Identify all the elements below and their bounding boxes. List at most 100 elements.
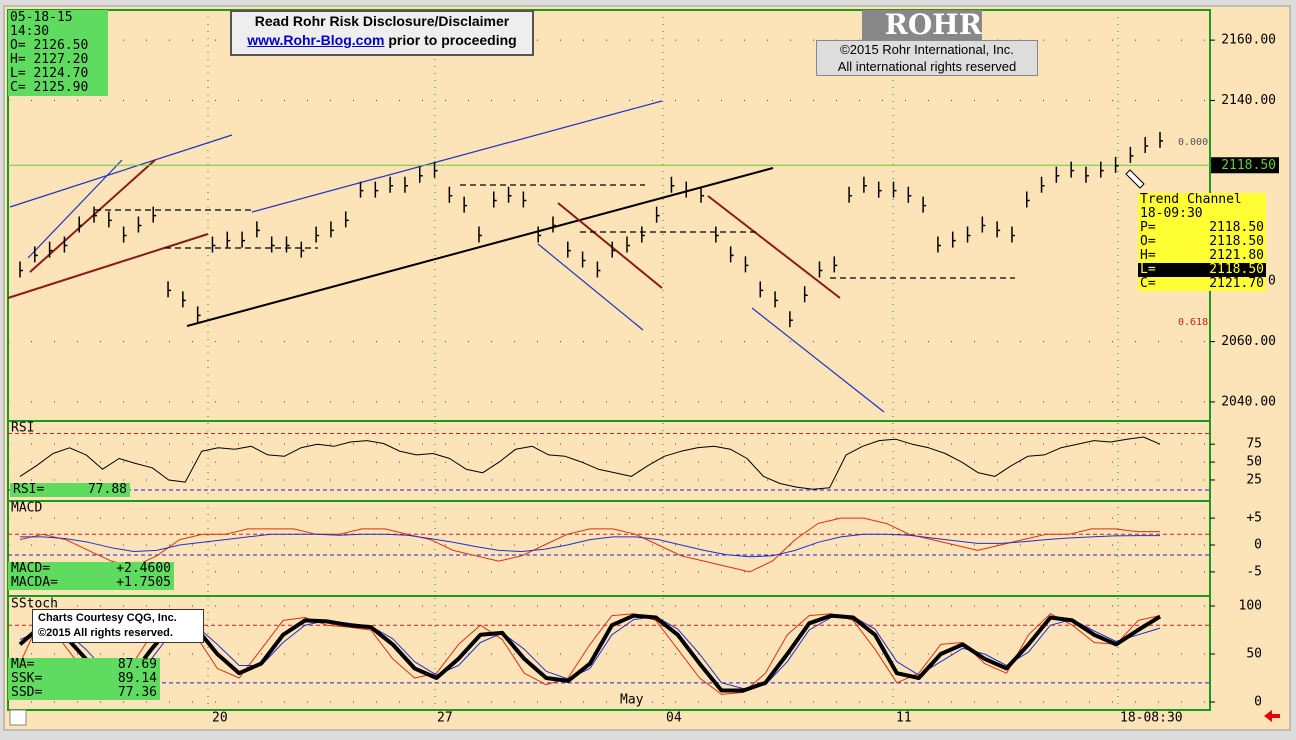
series-line <box>19 517 1160 573</box>
trend-row-value: 2121.80 <box>1209 248 1264 263</box>
trend-row: P= 2118.50 <box>1138 221 1266 235</box>
price-bar <box>1055 166 1060 183</box>
trend-row-label: O= <box>1140 234 1156 249</box>
price-bar <box>1100 161 1104 178</box>
scroll-box[interactable] <box>9 709 27 726</box>
price-bar <box>359 181 364 198</box>
price-bar <box>641 226 645 243</box>
price-bar <box>803 286 808 303</box>
price-bar <box>1070 161 1075 178</box>
trend-row-label: H= <box>1140 248 1156 263</box>
logo: ROHR <box>862 10 982 40</box>
price-bar <box>1011 226 1015 243</box>
info-line: L= 2124.70 <box>10 66 89 81</box>
price-bar <box>108 211 112 228</box>
readout-value: 87.69 <box>117 657 157 672</box>
disclaimer-rest: prior to proceeding <box>388 32 517 48</box>
chart-bg <box>3 5 1291 731</box>
series-line <box>19 436 1161 490</box>
info-line: O= 2126.50 <box>10 38 89 53</box>
price-bar <box>19 261 23 278</box>
trend-row-label: P= <box>1140 220 1156 235</box>
price-bar <box>1085 166 1089 183</box>
trend-row: H= 2121.80 <box>1138 249 1266 263</box>
info-line: H= 2127.20 <box>10 52 89 67</box>
price-bar <box>1144 136 1149 153</box>
info-time: 14:30 <box>10 24 50 39</box>
price-bar <box>966 226 971 243</box>
price-bar <box>833 256 838 273</box>
price-bar <box>1026 191 1030 208</box>
price-bar <box>270 236 275 253</box>
price-bar <box>611 241 616 258</box>
trend-time: 18-09:30 <box>1140 206 1203 221</box>
price-bar <box>981 216 986 233</box>
last-price-label: 2118.50 <box>1221 158 1276 173</box>
price-bar <box>448 186 453 203</box>
scroll-arrow[interactable] <box>1264 710 1280 722</box>
price-bar <box>182 291 186 308</box>
panel-title: SStoch <box>11 597 58 612</box>
trend-row-label: C= <box>1140 276 1156 291</box>
readout-label: SSD= <box>11 685 43 700</box>
readout-row: MACD= +2.4600 <box>11 562 171 576</box>
price-bar <box>137 216 142 233</box>
trend-row-value: 2118.50 <box>1209 220 1264 235</box>
fib-label: 0.618 <box>1178 317 1208 328</box>
price-bar <box>596 261 601 278</box>
price-bar <box>759 281 764 298</box>
courtesy-line: Charts Courtesy CQG, Inc. <box>38 612 177 624</box>
readout-row: MA= 87.69 <box>11 658 157 672</box>
readout-label: RSI= <box>13 482 45 497</box>
price-bar <box>552 216 556 233</box>
price-bar <box>522 191 527 208</box>
price-bar <box>507 186 512 203</box>
disclaimer-box: Read Rohr Risk Disclosure/Disclaimer www… <box>230 10 534 56</box>
price-bar <box>907 186 912 203</box>
price-bar <box>330 221 334 238</box>
series-line <box>18 613 1162 693</box>
price-bar <box>256 221 260 238</box>
price-bar <box>285 236 290 253</box>
trend-rows: P= 2118.50 O= 2118.50 H= 2121.80 L= 2118.50 C= 21… <box>1138 221 1266 291</box>
panel-title: MACD <box>11 501 42 516</box>
price-bar <box>626 236 631 253</box>
price-bar <box>34 246 38 263</box>
readout-box: MACD= +2.4600 MACDA= +1.7505 <box>8 562 174 590</box>
disclaimer-link[interactable]: www.Rohr-Blog.com <box>247 32 385 48</box>
price-bar <box>670 176 675 193</box>
price-bar <box>951 231 956 248</box>
price-bar <box>818 261 823 278</box>
last-price-box <box>1211 157 1279 174</box>
pen-cursor <box>1125 169 1145 189</box>
price-bar <box>996 221 1001 238</box>
info-box: 05-18-15 14:30 O= 2126.50 H= 2127.20 L= … <box>8 10 108 96</box>
price-bar <box>1129 146 1134 163</box>
readout-row: SSD= 77.36 <box>11 686 157 700</box>
info-line: C= 2125.90 <box>10 80 89 95</box>
fib-label: 0.000 <box>1178 137 1208 148</box>
price-bar <box>892 181 897 198</box>
price-bar <box>567 241 571 258</box>
y-tick-label: 75 <box>1246 437 1262 452</box>
fib-label: 0 <box>1268 274 1276 289</box>
price-bar <box>122 226 127 243</box>
price-bar <box>685 181 690 198</box>
panel-title: RSI <box>11 421 34 436</box>
price-bar <box>196 306 201 323</box>
price-bar <box>152 206 157 223</box>
trend-row: L= 2118.50 <box>1138 263 1266 277</box>
x-tick-label: 18-08:30 <box>1120 711 1183 726</box>
price-bar <box>848 186 853 203</box>
price-bar <box>863 176 867 193</box>
trend-box: Trend Channel 18-09:30 P= 2118.50 O= 2118.5… <box>1138 193 1266 291</box>
info-date: 05-18-15 <box>10 10 73 25</box>
x-tick-label: May <box>620 693 644 708</box>
courtesy-line: ©2015 All rights reserved. <box>38 627 173 639</box>
trend-row-label: L= <box>1140 262 1156 277</box>
readout-value: 89.14 <box>117 671 157 686</box>
disclaimer-line: www.Rohr-Blog.com prior to proceeding <box>232 31 532 50</box>
trend-row-value: 2121.70 <box>1209 276 1264 291</box>
readout-value: 77.36 <box>117 685 157 700</box>
